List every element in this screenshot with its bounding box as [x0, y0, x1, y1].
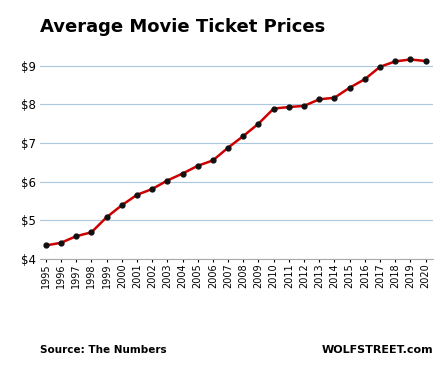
Text: Average Movie Ticket Prices: Average Movie Ticket Prices — [40, 18, 325, 37]
Text: Source: The Numbers: Source: The Numbers — [40, 345, 166, 355]
Text: WOLFSTREET.com: WOLFSTREET.com — [321, 345, 433, 355]
